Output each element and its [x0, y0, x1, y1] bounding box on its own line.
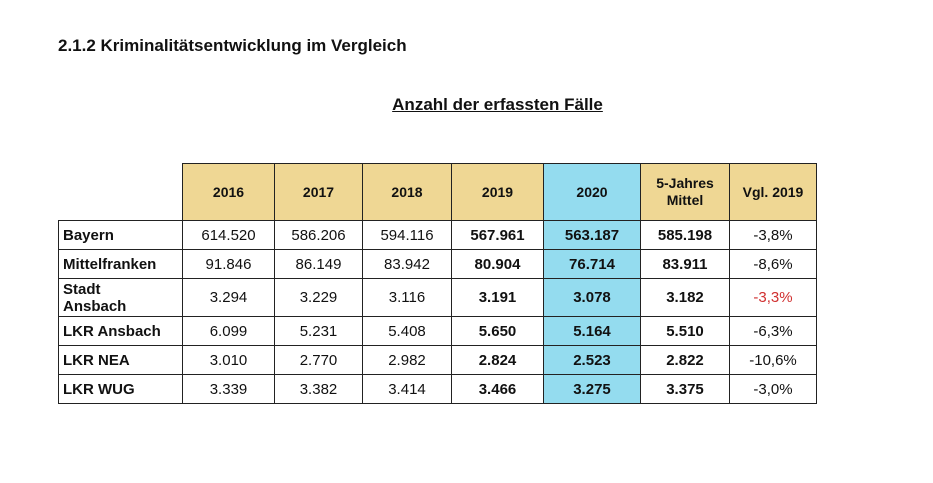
cell-2019: 3.466 — [451, 374, 544, 404]
cell-2018: 5.408 — [362, 316, 452, 346]
cell-2016: 614.520 — [182, 220, 275, 250]
header-2016: 2016 — [182, 163, 275, 221]
cell-2017: 3.382 — [274, 374, 363, 404]
cell-2020: 76.714 — [543, 249, 641, 279]
table-title: Anzahl der erfassten Fälle — [392, 95, 603, 114]
region-label: Bayern — [58, 220, 183, 250]
cell-vgl: -3,0% — [729, 374, 817, 404]
cell-2016: 6.099 — [182, 316, 275, 346]
cell-2020: 2.523 — [543, 345, 641, 375]
cell-vgl: -8,6% — [729, 249, 817, 279]
cell-2017: 5.231 — [274, 316, 363, 346]
section-heading: 2.1.2 Kriminalitätsentwicklung im Vergle… — [58, 36, 407, 55]
header-2019: 2019 — [451, 163, 544, 221]
table-row: LKR WUG 3.339 3.382 3.414 3.466 3.275 3.… — [58, 374, 817, 404]
header-2017: 2017 — [274, 163, 363, 221]
table-row: Stadt Ansbach 3.294 3.229 3.116 3.191 3.… — [58, 278, 817, 317]
header-2018: 2018 — [362, 163, 452, 221]
table-row: Mittelfranken 91.846 86.149 83.942 80.90… — [58, 249, 817, 279]
region-label-line1: Stadt — [63, 280, 101, 298]
cell-mittel: 2.822 — [640, 345, 730, 375]
cell-2020: 5.164 — [543, 316, 641, 346]
cell-2017: 586.206 — [274, 220, 363, 250]
header-5-jahres-mittel: 5-Jahres Mittel — [640, 163, 730, 221]
cell-2018: 3.414 — [362, 374, 452, 404]
table-row: LKR Ansbach 6.099 5.231 5.408 5.650 5.16… — [58, 316, 817, 346]
cell-2018: 594.116 — [362, 220, 452, 250]
cell-2016: 3.010 — [182, 345, 275, 375]
cell-2018: 2.982 — [362, 345, 452, 375]
cell-2018: 3.116 — [362, 278, 452, 317]
cell-mittel: 83.911 — [640, 249, 730, 279]
cell-vgl: -6,3% — [729, 316, 817, 346]
region-label: LKR Ansbach — [58, 316, 183, 346]
cell-mittel: 5.510 — [640, 316, 730, 346]
table-row: Bayern 614.520 586.206 594.116 567.961 5… — [58, 220, 817, 250]
cell-vgl: -3,3% — [729, 278, 817, 317]
header-empty-cell — [58, 163, 183, 221]
cell-2016: 3.339 — [182, 374, 275, 404]
cell-2019: 5.650 — [451, 316, 544, 346]
crime-statistics-table: 2016 2017 2018 2019 2020 5-Jahres Mittel… — [58, 163, 817, 404]
cell-2020: 3.078 — [543, 278, 641, 317]
region-label: Stadt Ansbach — [58, 278, 183, 317]
cell-2019: 80.904 — [451, 249, 544, 279]
cell-mittel: 3.375 — [640, 374, 730, 404]
cell-2019: 3.191 — [451, 278, 544, 317]
cell-2018: 83.942 — [362, 249, 452, 279]
region-label: LKR WUG — [58, 374, 183, 404]
cell-vgl: -10,6% — [729, 345, 817, 375]
cell-mittel: 585.198 — [640, 220, 730, 250]
cell-2019: 2.824 — [451, 345, 544, 375]
region-label: LKR NEA — [58, 345, 183, 375]
cell-vgl: -3,8% — [729, 220, 817, 250]
cell-2017: 3.229 — [274, 278, 363, 317]
cell-2016: 91.846 — [182, 249, 275, 279]
cell-2020: 3.275 — [543, 374, 641, 404]
cell-2017: 2.770 — [274, 345, 363, 375]
cell-2017: 86.149 — [274, 249, 363, 279]
cell-mittel: 3.182 — [640, 278, 730, 317]
cell-2019: 567.961 — [451, 220, 544, 250]
region-label-line2: Ansbach — [63, 297, 127, 315]
table-row: LKR NEA 3.010 2.770 2.982 2.824 2.523 2.… — [58, 345, 817, 375]
header-mittel-line2: Mittel — [666, 192, 704, 208]
header-2020: 2020 — [543, 163, 641, 221]
header-row: 2016 2017 2018 2019 2020 5-Jahres Mittel… — [58, 163, 817, 221]
header-mittel-line1: 5-Jahres — [656, 175, 714, 191]
cell-2016: 3.294 — [182, 278, 275, 317]
region-label: Mittelfranken — [58, 249, 183, 279]
cell-2020: 563.187 — [543, 220, 641, 250]
header-vgl-2019: Vgl. 2019 — [729, 163, 817, 221]
